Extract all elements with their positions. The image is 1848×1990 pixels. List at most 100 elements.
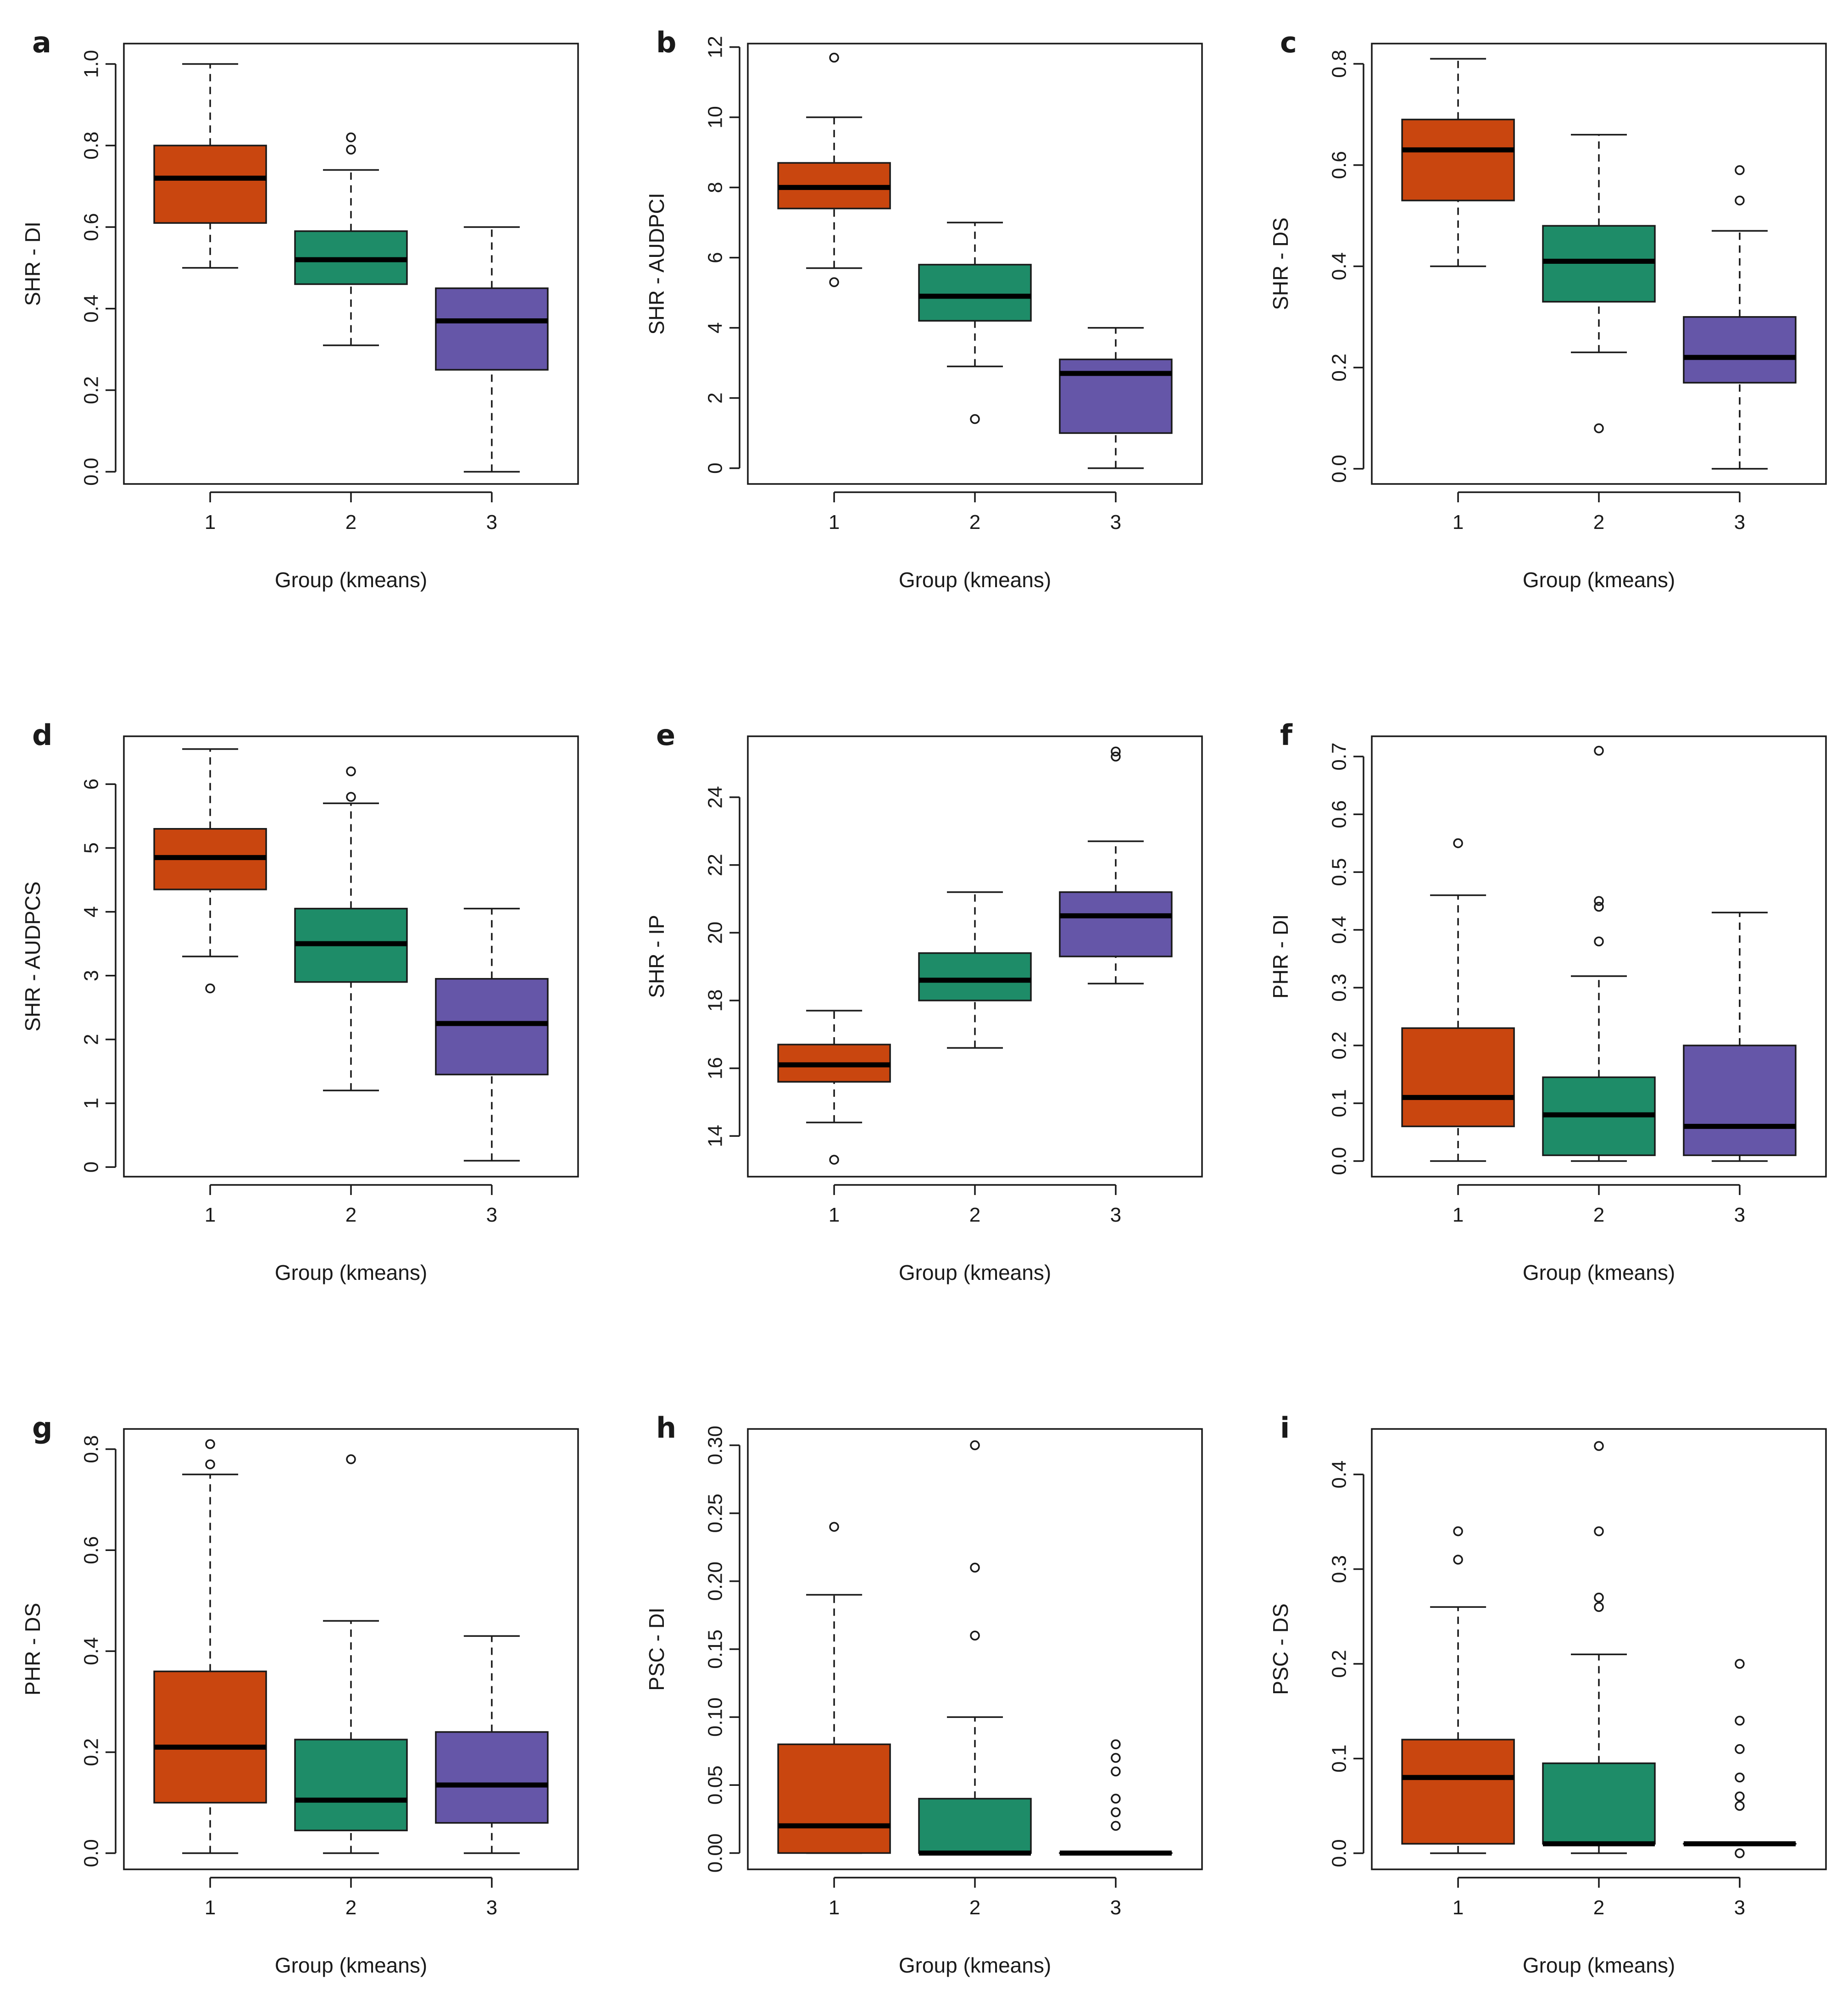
plot-frame — [1371, 735, 1827, 1178]
outlier-point — [1735, 1848, 1745, 1858]
box-group-1 — [777, 1010, 891, 1165]
iqr-box — [153, 145, 267, 224]
x-axis-title: Group (kmeans) — [1523, 568, 1675, 592]
box-group-2 — [1542, 1441, 1656, 1854]
box-group-2 — [918, 891, 1032, 1049]
plot-frame — [1371, 1428, 1827, 1870]
outlier-point — [1594, 1592, 1604, 1603]
iqr-box — [1683, 316, 1797, 384]
y-tick-label: 2 — [80, 1034, 103, 1045]
x-axis-title: Group (kmeans) — [899, 1261, 1051, 1284]
y-tick-label: 0 — [80, 1162, 103, 1173]
y-tick-label: 0.0 — [1328, 1839, 1351, 1867]
y-tick-label: 0.2 — [1328, 1650, 1351, 1678]
panel-a: a 0.0 0.2 0.4 0.6 0.8 1.0 SHR - DI 1 2 3 Group (kme… — [21, 26, 579, 592]
iqr-box — [435, 1731, 549, 1824]
plot-frame — [123, 43, 579, 485]
plot-frame — [747, 43, 1203, 485]
box-group-3 — [435, 1635, 549, 1854]
iqr-box — [1059, 358, 1173, 434]
y-tick-label: 16 — [704, 1057, 727, 1079]
x-tick-label: 3 — [486, 1896, 497, 1919]
x-tick-label: 3 — [1734, 1204, 1745, 1226]
outlier-point — [1453, 838, 1463, 848]
iqr-box — [435, 978, 549, 1076]
panel-g: g 0.0 0.2 0.4 0.6 0.8 PHR - DS 1 2 3 Group (kmeans… — [21, 1411, 579, 1977]
y-tick-label: 14 — [704, 1125, 727, 1147]
box-group-3 — [435, 907, 549, 1162]
y-tick-label: 12 — [704, 36, 727, 58]
box-group-3 — [435, 226, 549, 473]
box-group-1 — [777, 1522, 891, 1854]
iqr-box — [918, 1798, 1032, 1854]
outlier-point — [1594, 1526, 1604, 1536]
x-tick-label: 2 — [969, 1896, 980, 1919]
y-tick-label: 0.6 — [80, 213, 103, 241]
outlier-point — [1111, 1821, 1121, 1831]
x-tick-label: 1 — [1453, 511, 1464, 534]
outlier-point — [1735, 1659, 1745, 1669]
y-tick-label: 0.3 — [1328, 973, 1351, 1001]
x-axis-title: Group (kmeans) — [899, 1953, 1051, 1977]
outlier-point — [346, 145, 356, 155]
y-axis-title: SHR - DS — [1269, 217, 1292, 310]
y-tick-label: 0.1 — [1328, 1745, 1351, 1773]
y-tick-label: 0.8 — [1328, 50, 1351, 78]
outlier-point — [346, 766, 356, 777]
x-tick-label: 2 — [969, 511, 980, 534]
box-group-2 — [294, 132, 408, 346]
y-tick-label: 4 — [704, 322, 727, 333]
x-tick-label: 3 — [1110, 1896, 1121, 1919]
outlier-point — [205, 1459, 215, 1469]
iqr-box — [294, 1739, 408, 1831]
y-tick-label: 0.3 — [1328, 1555, 1351, 1583]
y-tick-label: 6 — [80, 778, 103, 789]
plot-frame — [123, 735, 579, 1178]
y-tick-label: 22 — [704, 854, 727, 876]
y-tick-label: 0.5 — [1328, 858, 1351, 886]
x-tick-label: 1 — [829, 1896, 840, 1919]
x-tick-label: 1 — [829, 511, 840, 534]
panel-letter: i — [1280, 1411, 1290, 1445]
outlier-point — [829, 1155, 839, 1165]
iqr-box — [153, 1670, 267, 1804]
x-axis-title: Group (kmeans) — [275, 568, 427, 592]
x-tick-label: 3 — [1734, 1896, 1745, 1919]
y-tick-label: 6 — [704, 252, 727, 263]
y-tick-label: 18 — [704, 989, 727, 1012]
box-group-3 — [1059, 746, 1173, 984]
x-tick-label: 2 — [969, 1204, 980, 1226]
x-axis-title: Group (kmeans) — [899, 568, 1051, 592]
outlier-point — [1594, 745, 1604, 756]
plot-frame — [747, 735, 1203, 1178]
box-group-2 — [918, 1440, 1032, 1856]
y-tick-label: 0.1 — [1328, 1089, 1351, 1117]
y-tick-label: 0.10 — [704, 1697, 727, 1737]
iqr-box — [918, 264, 1032, 322]
x-tick-label: 2 — [1593, 1896, 1604, 1919]
x-tick-label: 2 — [1593, 511, 1604, 534]
outlier-point — [1735, 165, 1745, 175]
y-tick-label: 10 — [704, 106, 727, 128]
panel-letter: g — [32, 1411, 52, 1445]
box-group-3 — [1683, 1659, 1797, 1858]
box-group-2 — [294, 766, 408, 1091]
panel-h: h 0.00 0.05 0.10 0.15 0.20 0.25 0.30 PSC - DI 1 2 3… — [645, 1411, 1203, 1977]
x-tick-label: 2 — [345, 511, 356, 534]
x-tick-label: 1 — [1453, 1896, 1464, 1919]
outlier-point — [970, 1562, 980, 1573]
y-tick-label: 0.4 — [1328, 916, 1351, 944]
y-tick-label: 1.0 — [80, 50, 103, 78]
outlier-point — [1594, 936, 1604, 946]
y-axis-title: PSC - DS — [1269, 1603, 1292, 1695]
panel-i: i 0.0 0.1 0.2 0.3 0.4 PSC - DS 1 2 3 Group (kmeans… — [1269, 1411, 1827, 1977]
outlier-point — [1735, 1772, 1745, 1783]
x-tick-label: 3 — [486, 511, 497, 534]
box-group-1 — [1401, 58, 1515, 267]
outlier-point — [1111, 1807, 1121, 1818]
x-tick-label: 1 — [205, 1204, 216, 1226]
plot-frame — [123, 1428, 579, 1870]
y-tick-label: 1 — [80, 1098, 103, 1109]
y-axis-title: SHR - AUDPCS — [21, 881, 45, 1031]
